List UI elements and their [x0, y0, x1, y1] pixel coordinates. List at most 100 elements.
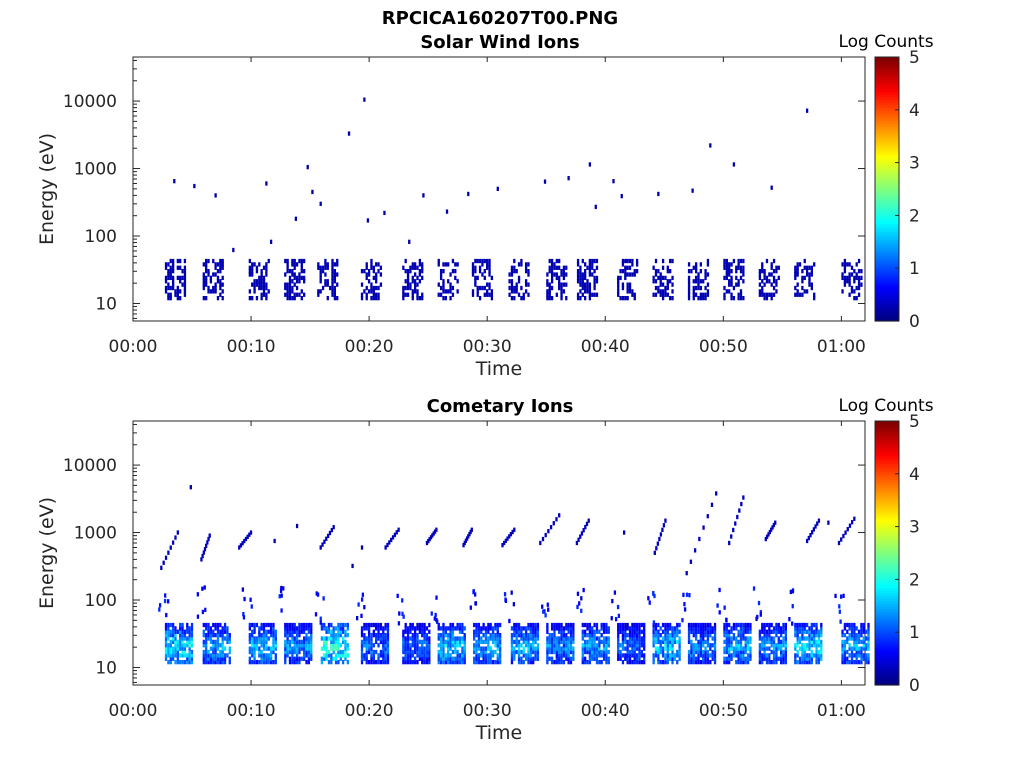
heatmap-cell [491, 653, 495, 658]
colorbar-band [875, 284, 899, 288]
heatmap-cell [546, 659, 549, 665]
heatmap-cell [473, 659, 476, 665]
heatmap-cell [490, 292, 494, 297]
heatmap-cell [699, 262, 703, 267]
heatmap-cell [363, 643, 366, 648]
heatmap-cell [841, 633, 844, 638]
heatmap-cell [484, 646, 488, 651]
heatmap-cell [723, 649, 726, 655]
colorbar-band [875, 59, 899, 63]
heatmap-cell [692, 279, 695, 284]
colorbar-band [875, 141, 899, 145]
heatmap-cell [548, 289, 551, 294]
heatmap-cell [739, 646, 743, 651]
heatmap-cell [848, 275, 851, 281]
heatmap-cell [768, 659, 771, 665]
heatmap-cell [765, 646, 769, 651]
heatmap-cell [605, 643, 608, 648]
heatmap-cell [167, 626, 170, 631]
heatmap-cell [377, 622, 380, 628]
heatmap-cell [737, 659, 740, 665]
heatmap-cell [661, 629, 665, 634]
colorbar-band [875, 107, 899, 111]
colorbar-band [875, 655, 899, 660]
heatmap-cell [558, 282, 561, 287]
heatmap-cell [725, 649, 728, 655]
heatmap-cell [370, 636, 373, 641]
heatmap-cell [171, 649, 175, 655]
colorbar-band [875, 286, 899, 290]
heatmap-cell [458, 629, 462, 634]
heatmap-cell [813, 262, 816, 267]
sweep-cell [742, 495, 745, 500]
heatmap-cell [486, 258, 489, 264]
heatmap-cell [652, 643, 655, 648]
heatmap-cell [794, 656, 797, 661]
heatmap-cell [293, 629, 296, 634]
heatmap-cell [801, 633, 804, 638]
heatmap-cell [409, 269, 412, 274]
heatmap-cell [186, 636, 189, 641]
colorbar-band [875, 281, 899, 285]
heatmap-cell [640, 649, 643, 655]
heatmap-cell [843, 649, 847, 655]
heatmap-cell [669, 643, 672, 648]
heatmap-cell [484, 659, 488, 665]
heatmap-cell [784, 636, 788, 641]
heatmap-cell [867, 626, 870, 631]
heatmap-cell [251, 629, 254, 634]
heatmap-cell [260, 653, 263, 658]
heatmap-cell [219, 279, 222, 284]
x-tick-label: 01:00 [817, 337, 866, 357]
heatmap-cell [697, 282, 700, 287]
colorbar-band [875, 648, 899, 652]
heatmap-cell [260, 643, 263, 648]
heatmap-cell [291, 272, 294, 277]
heatmap-cell [303, 639, 306, 645]
heatmap-cell [303, 646, 306, 651]
heatmap-cell [284, 629, 287, 634]
heatmap-cell [796, 622, 799, 628]
heatmap-cell [730, 636, 733, 641]
heatmap-cell [456, 653, 459, 658]
heatmap-cell [640, 659, 643, 665]
heatmap-cell [333, 285, 337, 291]
heatmap-cell [477, 636, 481, 641]
heatmap-cell [258, 659, 261, 665]
heatmap-cell [196, 592, 199, 597]
heatmap-cell [598, 629, 601, 634]
heatmap-cell [265, 643, 268, 648]
colorbar-band [875, 223, 899, 227]
heatmap-cell [527, 659, 530, 665]
heatmap-cell [567, 639, 570, 645]
heatmap-cell [214, 282, 217, 287]
heatmap-cell [713, 636, 717, 641]
heatmap-cell [536, 646, 540, 651]
heatmap-cell [565, 643, 568, 648]
heatmap-cell [174, 626, 177, 631]
heatmap-cell [777, 629, 780, 634]
heatmap-cell [626, 622, 629, 628]
heatmap-cell [572, 626, 575, 631]
heatmap-cell [692, 633, 695, 638]
heatmap-cell [298, 258, 301, 264]
heatmap-cell [798, 622, 802, 628]
heatmap-cell [553, 272, 556, 277]
heatmap-cell [855, 636, 858, 641]
heatmap-cell [572, 649, 575, 655]
heatmap-cell [418, 629, 422, 634]
heatmap-cell [763, 639, 766, 645]
heatmap-cell [548, 639, 551, 645]
heatmap-cell [439, 275, 443, 281]
heatmap-cell [848, 653, 851, 658]
heatmap-cell [327, 622, 331, 628]
heatmap-cell [723, 656, 726, 661]
heatmap-cell [330, 639, 333, 645]
heatmap-cell [205, 646, 208, 651]
heatmap-cell [744, 646, 747, 651]
heatmap-cell [214, 649, 217, 655]
heatmap-cell [449, 653, 452, 658]
heatmap-cell [365, 622, 368, 628]
heatmap-cell [444, 295, 447, 301]
heatmap-cell [451, 633, 455, 638]
